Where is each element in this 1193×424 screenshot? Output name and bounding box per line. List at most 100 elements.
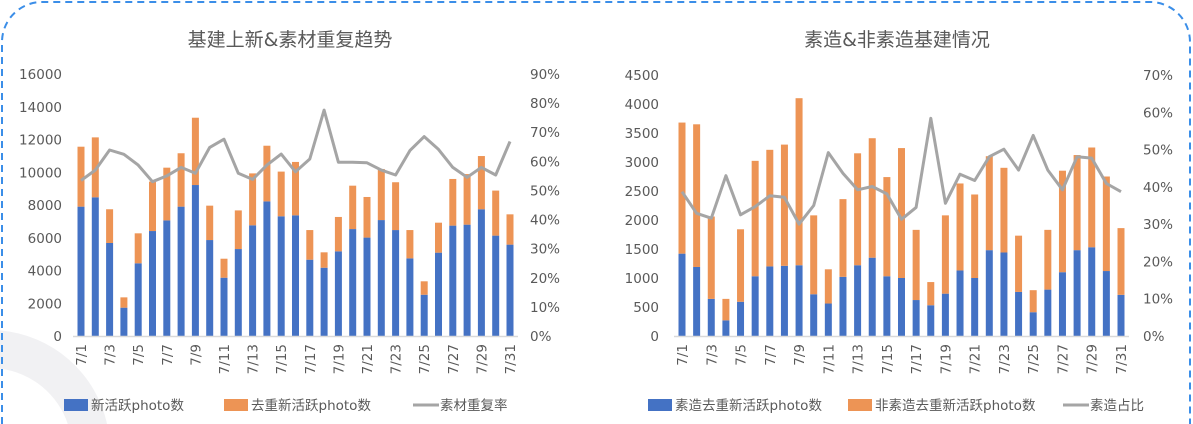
bar-blue <box>971 278 979 336</box>
line-series <box>80 108 512 184</box>
chart-title: 素造&非素造基建情况 <box>804 29 990 51</box>
y-tick-label: 10000 <box>19 165 62 181</box>
x-tick-label: 7/5 <box>734 344 750 366</box>
y-tick-label: 3500 <box>625 126 659 142</box>
bar-blue <box>722 320 730 336</box>
bar-blue <box>941 293 949 336</box>
bar-blue <box>795 265 803 336</box>
x-tick-label: 7/17 <box>909 344 925 374</box>
bar-blue <box>263 201 271 336</box>
bar-blue <box>349 229 357 336</box>
x-tick-label: 7/9 <box>188 344 204 366</box>
bar-blue <box>506 244 514 336</box>
bar-blue <box>234 249 242 336</box>
y-tick-label: 12000 <box>19 133 62 149</box>
x-tick-label: 7/21 <box>360 344 376 374</box>
bar-orange <box>449 178 457 226</box>
x-tick-label: 7/3 <box>704 344 720 366</box>
bar-orange <box>1073 155 1081 251</box>
x-tick-label: 7/27 <box>1055 344 1071 374</box>
legend-label: 非素造去重新活跃photo数 <box>875 398 1036 414</box>
x-tick-label: 7/19 <box>331 344 347 374</box>
bar-orange <box>134 233 142 264</box>
x-tick-label: 7/23 <box>389 344 405 374</box>
bar-orange <box>985 156 993 251</box>
bar-orange <box>1029 290 1037 313</box>
x-tick-label: 7/21 <box>968 344 984 374</box>
bar-orange <box>1015 235 1023 292</box>
bar-blue <box>449 225 457 336</box>
y-tick-label: 4000 <box>625 97 659 113</box>
y-tick-label: 2000 <box>28 296 62 312</box>
bar-orange <box>263 145 271 202</box>
y-tick-label: 2500 <box>625 184 659 200</box>
bar-blue <box>1029 312 1037 336</box>
bar-orange <box>306 230 314 260</box>
x-tick-label: 7/15 <box>880 344 896 374</box>
bar-orange <box>1102 176 1110 272</box>
bar-orange <box>883 177 891 277</box>
bar-orange <box>824 269 832 304</box>
y2-tick-label: 70% <box>1143 68 1173 84</box>
bar-orange <box>420 281 428 295</box>
x-tick-label: 7/1 <box>74 344 90 366</box>
bar-blue <box>854 265 862 336</box>
bar-blue <box>292 215 299 336</box>
x-tick-label: 7/1 <box>675 344 691 366</box>
bar-blue <box>810 294 818 336</box>
x-tick-label: 7/29 <box>474 344 490 374</box>
legend-label: 素造去重新活跃photo数 <box>675 398 822 414</box>
bar-blue <box>334 251 342 336</box>
bar-orange <box>191 117 199 186</box>
bar-blue <box>766 266 774 336</box>
y2-tick-label: 50% <box>1143 143 1173 159</box>
x-tick-label: 7/25 <box>1026 344 1042 374</box>
bar-orange <box>678 122 686 254</box>
bar-orange <box>463 174 471 225</box>
bar-orange <box>795 98 803 266</box>
bar-orange <box>810 215 818 295</box>
bar-orange <box>320 252 328 268</box>
y-tick-label: 6000 <box>28 231 62 247</box>
bar-blue <box>77 206 85 336</box>
bar-orange <box>506 214 514 245</box>
legend-swatch <box>848 399 872 411</box>
y2-tick-label: 60% <box>1143 105 1173 121</box>
y-tick-label: 1000 <box>625 271 659 287</box>
bar-blue <box>191 185 199 336</box>
bar-blue <box>868 257 876 336</box>
legend-label: 素造占比 <box>1090 398 1144 414</box>
bar-blue <box>1000 252 1008 336</box>
y-tick-label: 1500 <box>625 242 659 258</box>
bar-orange <box>1000 167 1008 253</box>
y-tick-label: 500 <box>633 300 659 316</box>
x-tick-label: 7/13 <box>851 344 867 374</box>
bar-blue <box>163 220 171 336</box>
legend-swatch <box>64 399 88 411</box>
x-tick-label: 7/7 <box>160 344 176 366</box>
bar-blue <box>363 237 371 336</box>
y-tick-label: 16000 <box>19 67 62 83</box>
bar-orange <box>868 138 876 258</box>
bar-orange <box>693 124 701 267</box>
bar-orange <box>177 153 185 207</box>
legend-swatch <box>224 399 248 411</box>
bar-orange <box>941 215 949 294</box>
bar-blue <box>737 301 745 336</box>
x-tick-label: 7/23 <box>997 344 1013 374</box>
bar-orange <box>220 258 228 278</box>
bar-orange <box>363 196 371 238</box>
bar-orange <box>1088 147 1096 248</box>
bar-orange <box>1044 229 1052 290</box>
bar-blue <box>1117 294 1125 336</box>
y-tick-label: 2000 <box>625 213 659 229</box>
x-tick-label: 7/3 <box>103 344 119 366</box>
bar-blue <box>839 276 847 336</box>
bar-orange <box>277 171 285 217</box>
line-series <box>680 116 1122 226</box>
bar-blue <box>420 294 428 336</box>
bar-blue <box>120 307 128 336</box>
bar-orange <box>149 181 156 232</box>
x-tick-label: 7/9 <box>792 344 808 366</box>
